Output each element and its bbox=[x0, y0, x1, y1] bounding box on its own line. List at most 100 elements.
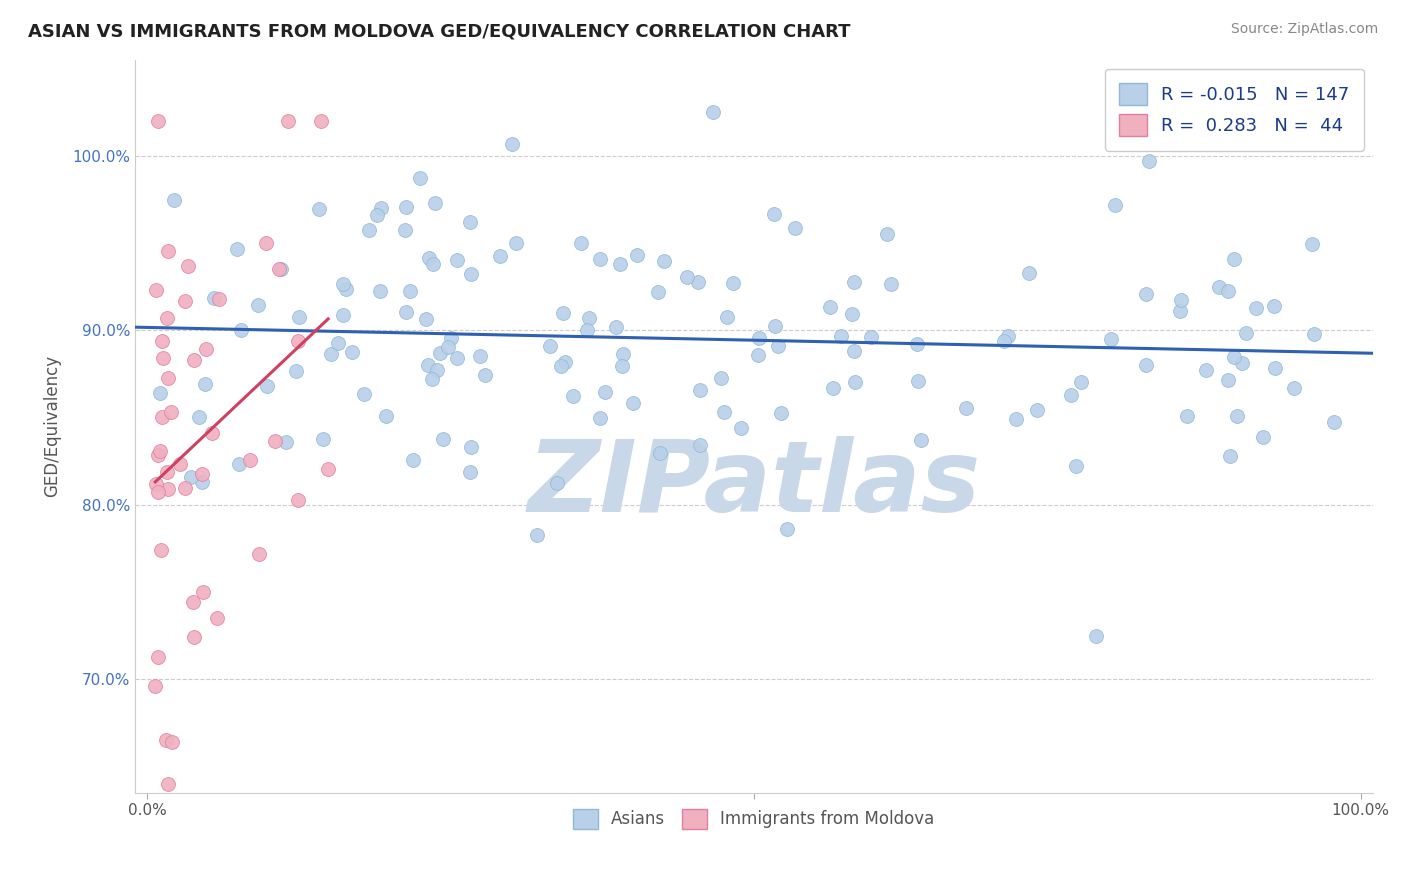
Text: ZIPatlas: ZIPatlas bbox=[527, 436, 980, 533]
Point bbox=[460, 268, 482, 282]
Point bbox=[546, 476, 568, 491]
Point bbox=[246, 298, 269, 312]
Point bbox=[710, 371, 733, 385]
Point bbox=[626, 248, 648, 262]
Point bbox=[821, 381, 844, 395]
Point bbox=[191, 467, 214, 482]
Point bbox=[488, 249, 510, 263]
Point bbox=[270, 261, 292, 276]
Point bbox=[569, 235, 592, 250]
Point bbox=[1253, 429, 1275, 443]
Point bbox=[1135, 358, 1157, 372]
Text: Source: ZipAtlas.com: Source: ZipAtlas.com bbox=[1230, 22, 1378, 37]
Point bbox=[229, 323, 252, 337]
Point bbox=[1104, 198, 1126, 212]
Point bbox=[1284, 381, 1306, 395]
Point bbox=[1246, 301, 1268, 316]
Point bbox=[1137, 154, 1160, 169]
Point bbox=[156, 371, 179, 385]
Point bbox=[201, 426, 224, 441]
Point bbox=[612, 346, 634, 360]
Point bbox=[160, 405, 183, 419]
Point bbox=[194, 377, 217, 392]
Point bbox=[191, 475, 214, 489]
Point bbox=[1005, 412, 1028, 426]
Point bbox=[399, 285, 422, 299]
Point bbox=[319, 347, 342, 361]
Point bbox=[150, 334, 173, 349]
Point bbox=[1223, 350, 1246, 364]
Point bbox=[426, 362, 449, 376]
Point bbox=[157, 777, 180, 791]
Point bbox=[769, 406, 792, 420]
Point bbox=[1302, 327, 1324, 342]
Point bbox=[652, 254, 675, 268]
Point bbox=[460, 440, 482, 454]
Point bbox=[1084, 629, 1107, 643]
Point bbox=[689, 383, 711, 397]
Point bbox=[437, 339, 460, 353]
Point bbox=[1236, 326, 1258, 341]
Point bbox=[647, 285, 669, 299]
Point bbox=[177, 259, 200, 273]
Point bbox=[152, 351, 174, 366]
Point bbox=[359, 223, 381, 237]
Point bbox=[713, 405, 735, 419]
Point bbox=[876, 227, 898, 241]
Point bbox=[997, 328, 1019, 343]
Point bbox=[762, 207, 785, 221]
Point bbox=[689, 438, 711, 452]
Point bbox=[1323, 415, 1346, 429]
Point bbox=[277, 113, 299, 128]
Point bbox=[589, 411, 612, 425]
Point bbox=[429, 346, 451, 360]
Point bbox=[468, 349, 491, 363]
Point bbox=[149, 385, 172, 400]
Point bbox=[844, 375, 866, 389]
Point bbox=[156, 482, 179, 496]
Point bbox=[156, 244, 179, 259]
Point bbox=[1064, 458, 1087, 473]
Point bbox=[423, 196, 446, 211]
Point bbox=[174, 481, 197, 495]
Point bbox=[910, 433, 932, 447]
Point bbox=[163, 194, 186, 208]
Point bbox=[1170, 293, 1192, 307]
Point bbox=[395, 200, 418, 214]
Point bbox=[187, 410, 209, 425]
Point bbox=[432, 433, 454, 447]
Point bbox=[256, 379, 278, 393]
Point bbox=[173, 293, 195, 308]
Point bbox=[505, 236, 527, 251]
Point bbox=[418, 252, 440, 266]
Point bbox=[285, 363, 308, 377]
Point bbox=[609, 258, 631, 272]
Point bbox=[415, 312, 437, 326]
Point bbox=[860, 330, 883, 344]
Point bbox=[783, 220, 806, 235]
Point bbox=[841, 306, 863, 320]
Point bbox=[1135, 286, 1157, 301]
Point bbox=[312, 432, 335, 446]
Point bbox=[1264, 360, 1286, 375]
Point bbox=[702, 104, 724, 119]
Point bbox=[422, 257, 444, 271]
Point bbox=[332, 277, 354, 291]
Point bbox=[763, 318, 786, 333]
Point bbox=[730, 421, 752, 435]
Point bbox=[526, 527, 548, 541]
Point bbox=[818, 300, 841, 314]
Point bbox=[145, 283, 167, 297]
Point bbox=[1223, 252, 1246, 266]
Point bbox=[149, 542, 172, 557]
Point bbox=[288, 310, 311, 325]
Point bbox=[905, 337, 928, 351]
Y-axis label: GED/Equivalency: GED/Equivalency bbox=[44, 355, 60, 497]
Point bbox=[1195, 363, 1218, 377]
Point bbox=[610, 359, 633, 373]
Point bbox=[440, 331, 463, 345]
Point bbox=[191, 584, 214, 599]
Point bbox=[766, 339, 789, 353]
Point bbox=[370, 201, 392, 215]
Point bbox=[287, 493, 309, 508]
